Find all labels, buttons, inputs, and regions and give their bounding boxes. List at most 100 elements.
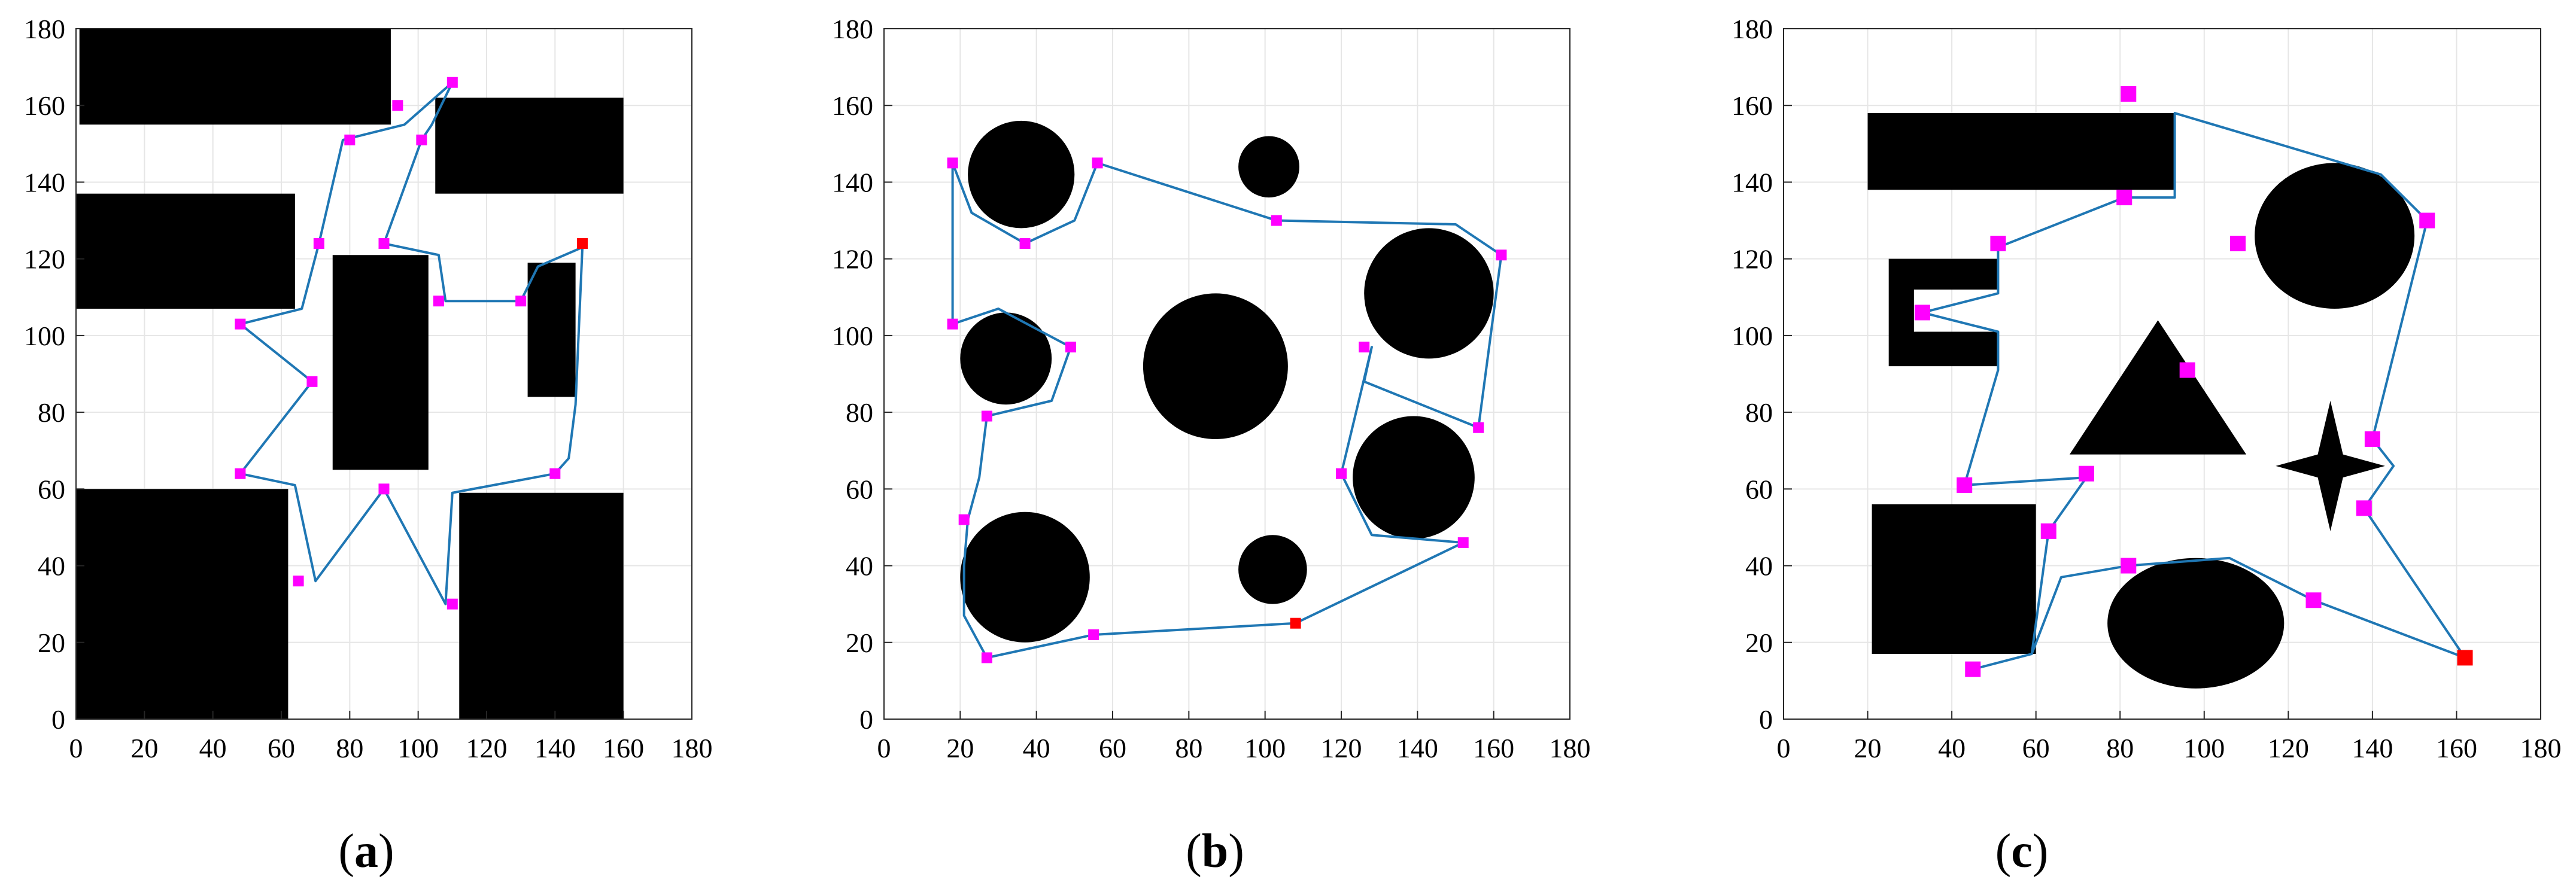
waypoint-marker (981, 410, 992, 422)
waypoint-marker (306, 376, 318, 387)
obstacle-c-shape (1888, 258, 1998, 367)
y-tick-label: 0 (51, 704, 65, 735)
panel-label-b: (b) (1186, 825, 1244, 878)
y-tick-label: 0 (1759, 704, 1773, 735)
y-tick-label: 20 (38, 628, 65, 658)
panel-label-c: (c) (1995, 825, 2049, 878)
waypoint-marker (433, 296, 444, 307)
waypoint-marker (2230, 236, 2246, 252)
panel-a-plot: 0 20 40 60 80 100 120 140 160 180 0 20 40 60 80 100 120 1… (24, 14, 713, 763)
y-tick-label: 180 (24, 14, 65, 44)
x-tick-label: 160 (2436, 733, 2477, 763)
obstacle-rect (527, 263, 576, 397)
obstacle-circle (1238, 136, 1299, 198)
y-tick-label: 120 (24, 244, 65, 275)
obstacle-circle (1238, 535, 1307, 604)
obstacle-rect (1867, 113, 2175, 190)
y-tick-label: 60 (1745, 474, 1773, 504)
x-tick-label: 80 (336, 733, 363, 763)
waypoint-marker (1473, 422, 1484, 433)
waypoint-marker (392, 100, 403, 111)
x-tick-label: 0 (69, 733, 83, 763)
x-tick-label: 0 (877, 733, 891, 763)
waypoint-marker (1092, 157, 1103, 169)
waypoint-marker (1271, 215, 1282, 226)
waypoint-marker (293, 576, 304, 587)
x-tick-label: 40 (1023, 733, 1050, 763)
y-tick-label: 80 (38, 397, 65, 428)
waypoint-marker (235, 318, 246, 330)
waypoint-marker (2364, 431, 2380, 447)
waypoint-marker (515, 296, 527, 307)
x-tick-label: 140 (2352, 733, 2393, 763)
obstacle-star (2276, 400, 2385, 531)
waypoint-marker (1914, 305, 1930, 321)
y-tick-label: 40 (1745, 551, 1773, 582)
y-tick-label: 80 (846, 397, 873, 428)
waypoint-marker (1496, 249, 1507, 261)
obstacle-circle (2255, 163, 2415, 309)
waypoint-marker (2121, 86, 2137, 102)
waypoint-marker (2116, 190, 2133, 206)
waypoint-marker (2179, 362, 2195, 378)
x-tick-label: 180 (1550, 733, 1591, 763)
obstacle-rect (332, 255, 429, 470)
x-tick-label: 160 (603, 733, 644, 763)
waypoint-marker (947, 318, 958, 330)
waypoint-marker (1019, 238, 1031, 249)
waypoint-marker (958, 514, 970, 525)
y-tick-label: 60 (846, 474, 873, 504)
y-tick-label: 140 (1731, 167, 1773, 197)
obstacle-rect (76, 489, 288, 719)
waypoint-marker (378, 238, 390, 249)
waypoint-marker (2079, 465, 2094, 482)
y-tick-label: 120 (832, 244, 873, 275)
start-marker (577, 238, 588, 249)
panel-b-plot: 0 20 40 60 80 100 120 140 160 180 0 20 40 60 80 100 120 1… (832, 14, 1591, 763)
waypoint-marker (2305, 592, 2322, 608)
waypoint-marker (235, 468, 246, 479)
obstacle-circle (1353, 416, 1475, 539)
axes-box (883, 28, 1570, 720)
x-tick-label: 20 (1854, 733, 1882, 763)
x-tick-label: 60 (1099, 733, 1126, 763)
path-line (239, 81, 584, 605)
obstacle-rect (435, 98, 624, 194)
start-marker (2457, 650, 2473, 666)
waypoint-marker (1957, 477, 1973, 493)
x-tick-label: 0 (1777, 733, 1791, 763)
y-tick-label: 20 (1745, 628, 1773, 658)
panel-c-plot: 0 20 40 60 80 100 120 140 160 180 0 20 40 60 80 100 120 1… (1731, 14, 2562, 763)
y-tick-label: 60 (38, 474, 65, 504)
waypoint-marker (2121, 558, 2137, 574)
path-line (951, 162, 1503, 659)
obstacle-rect (1872, 504, 2036, 654)
obstacle-circle (968, 120, 1075, 229)
axes-box (75, 28, 692, 720)
obstacle-circle (1143, 293, 1288, 439)
waypoint-marker (2419, 212, 2435, 229)
obstacle-rect (459, 492, 624, 719)
waypoint-marker (1359, 342, 1370, 353)
axes-box (1783, 28, 2541, 720)
x-tick-label: 160 (1473, 733, 1514, 763)
x-tick-label: 40 (1938, 733, 1966, 763)
obstacle-circle (1364, 228, 1494, 359)
y-tick-label: 120 (1731, 244, 1773, 275)
obstacle-ellipse (2107, 558, 2285, 689)
y-tick-label: 0 (859, 704, 873, 735)
y-tick-label: 20 (846, 628, 873, 658)
x-tick-label: 40 (199, 733, 227, 763)
waypoint-marker (1088, 629, 1099, 640)
start-marker (1290, 617, 1301, 629)
waypoint-marker (1336, 468, 1347, 479)
obstacle-circle (960, 312, 1052, 405)
waypoint-marker (549, 468, 561, 479)
y-tick-label: 80 (1745, 397, 1773, 428)
x-tick-label: 60 (268, 733, 295, 763)
waypoint-marker (981, 652, 992, 663)
waypoint-marker (947, 157, 958, 169)
y-tick-label: 140 (24, 167, 65, 197)
obstacle-rect (76, 193, 295, 309)
